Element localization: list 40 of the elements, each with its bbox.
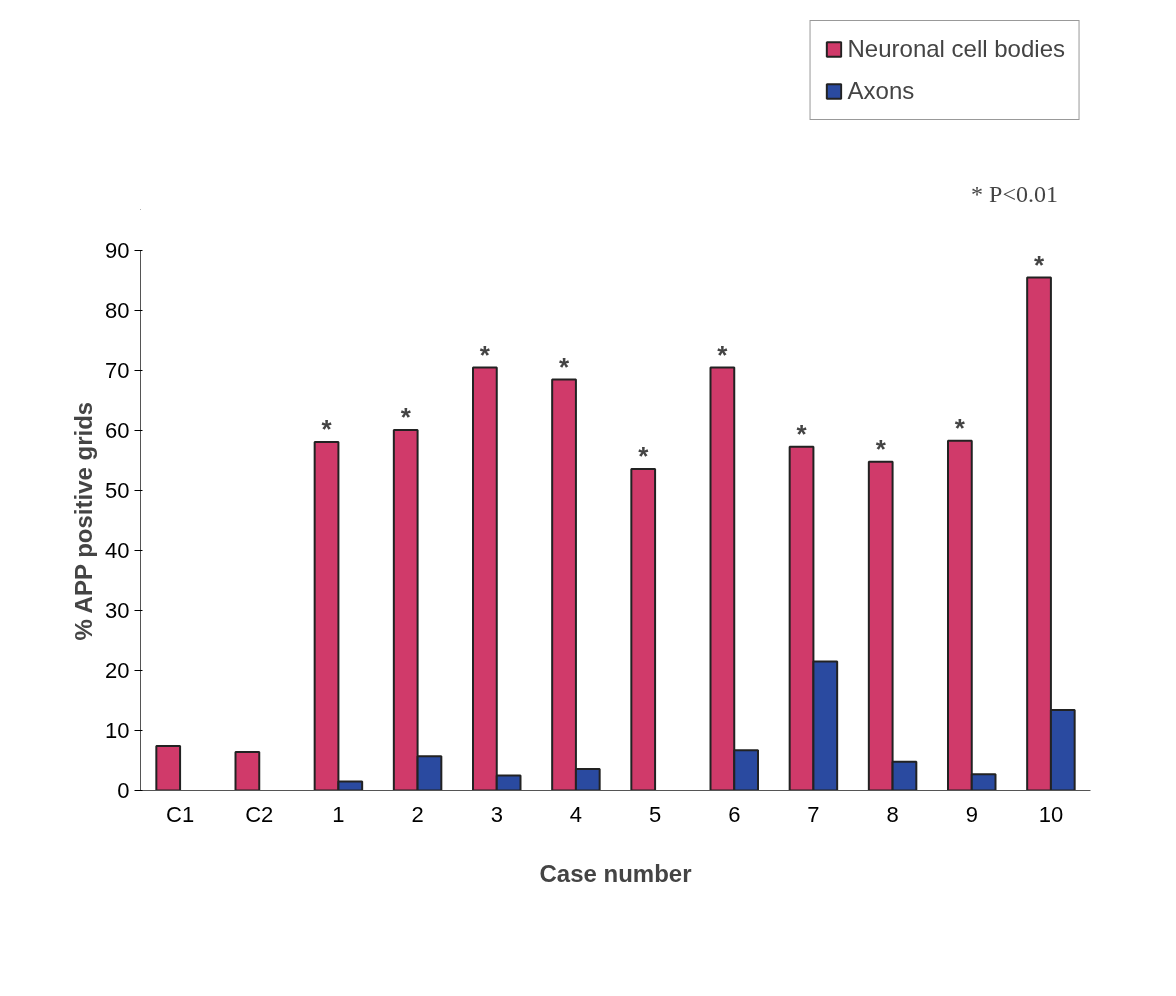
- text: * P<0.01: [971, 180, 1058, 207]
- x-tick-label: 4: [569, 801, 583, 827]
- annotation: *: [796, 418, 808, 449]
- legend-label: Axons: [847, 77, 915, 105]
- y-tick-label: 90: [105, 238, 130, 263]
- y-tick-label: 20: [105, 658, 130, 683]
- x-tick-label: 9: [965, 801, 978, 827]
- y-axis-title: % APP positive grids: [70, 401, 98, 641]
- x-tick-label: 6: [728, 801, 741, 827]
- bar: [155, 745, 182, 791]
- annotation: *: [954, 412, 966, 443]
- x-axis-title: Case number: [539, 859, 692, 887]
- x-tick-label: 1: [332, 801, 345, 827]
- x-tick-label: 10: [1038, 801, 1064, 827]
- x-tick-label: 7: [807, 801, 820, 827]
- y-tick-label: 10: [105, 718, 130, 743]
- annotation: *: [717, 339, 729, 370]
- annotation: *: [638, 440, 650, 471]
- x-tick-label: 5: [648, 801, 662, 827]
- annotation: *: [875, 433, 887, 464]
- x-tick-label: C2: [245, 801, 274, 827]
- annotation: *: [558, 351, 570, 382]
- y-tick-label: 60: [105, 418, 130, 443]
- y-tick-label: 30: [105, 598, 130, 623]
- annotation: *: [479, 339, 491, 370]
- y-tick-label: 40: [105, 538, 130, 563]
- x-tick-label: 8: [886, 801, 899, 827]
- annotation: *: [321, 413, 333, 444]
- bar: [234, 751, 261, 791]
- x-tick-label: 2: [411, 801, 424, 827]
- y-tick-label: 70: [105, 358, 130, 383]
- legend-label: Neuronal cell bodies: [847, 35, 1065, 63]
- x-tick-label: C1: [166, 801, 195, 827]
- annotation: *: [400, 401, 412, 432]
- y-tick-label: 0: [117, 778, 130, 803]
- annotation: *: [1033, 249, 1045, 280]
- x-tick-label: 3: [490, 801, 503, 827]
- bar: [630, 467, 657, 791]
- y-tick-label: 80: [105, 298, 130, 323]
- y-tick-label: 50: [105, 478, 130, 503]
